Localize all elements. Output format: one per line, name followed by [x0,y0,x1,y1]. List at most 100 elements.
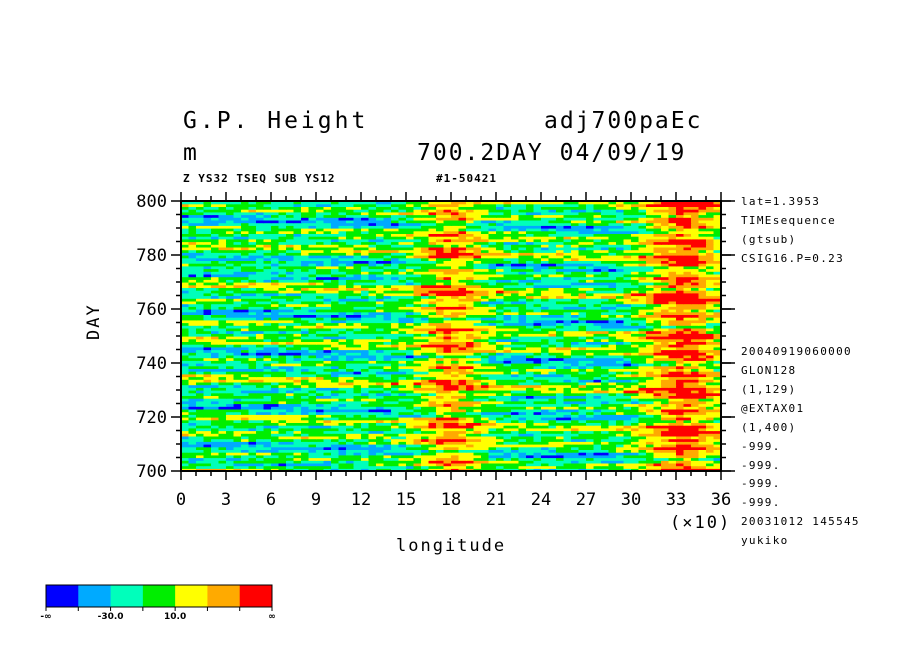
heatmap-cell [631,449,640,453]
heatmap-cell [361,414,370,418]
heatmap-cell [226,298,235,302]
heatmap-cell [691,354,700,359]
heatmap-cell [706,438,715,442]
heatmap-cell [496,427,505,432]
heatmap-cell [338,376,347,380]
heatmap-cell [278,430,287,434]
heatmap-cell [181,446,190,450]
heatmap-cell [541,365,550,369]
heatmap-cell [428,327,437,332]
heatmap-cell [683,371,692,375]
heatmap-cell [203,403,212,407]
heatmap-cell [421,390,430,394]
heatmap-cell [301,317,310,321]
heatmap-cell [683,417,692,421]
heatmap-cell [226,452,235,456]
heatmap-cell [593,430,602,434]
heatmap-cell [668,411,677,415]
heatmap-cell [428,419,437,423]
heatmap-cell [413,406,422,410]
heatmap-cell [181,427,190,432]
heatmap-cell [556,441,565,445]
heatmap-cell [308,317,317,321]
heatmap-cell [376,373,385,378]
heatmap-cell [286,395,295,399]
heatmap-cell [526,465,535,469]
heatmap-cell [661,395,670,399]
heatmap-cell [436,306,445,310]
heatmap-cell [578,309,587,313]
heatmap-cell [526,417,535,421]
heatmap-cell [548,430,557,434]
heatmap-cell [623,414,632,418]
heatmap-cell [188,379,197,383]
heatmap-cell [323,387,332,391]
heatmap-cell [368,387,377,391]
heatmap-cell [676,457,685,461]
heatmap-cell [181,395,190,399]
heatmap-cell [616,319,625,324]
heatmap-cell [458,457,467,461]
heatmap-cell [541,444,550,448]
heatmap-cell [631,454,640,459]
heatmap-cell [473,454,482,459]
heatmap-cell [563,317,572,321]
heatmap-cell [211,298,220,302]
heatmap-cell [608,446,617,450]
heatmap-cell [188,349,197,353]
heatmap-cell [488,346,497,351]
heatmap-cell [533,422,542,426]
heatmap-cell [668,444,677,448]
heatmap-cell [413,290,422,294]
heatmap-cell [256,462,265,467]
heatmap-cell [518,360,527,364]
heatmap-cell [616,438,625,442]
heatmap-cell [593,371,602,375]
heatmap-cell [533,292,542,297]
heatmap-cell [676,322,685,326]
heatmap-cell [331,333,340,337]
heatmap-cell [586,373,595,378]
heatmap-cell [541,419,550,423]
heatmap-cell [593,446,602,450]
heatmap-cell [601,414,610,418]
heatmap-cell [503,311,512,315]
heatmap-cell [563,441,572,445]
heatmap-cell [653,349,662,353]
heatmap-cell [578,468,587,472]
heatmap-cell [578,319,587,324]
heatmap-cell [346,449,355,453]
heatmap-cell [376,325,385,329]
heatmap-cell [713,387,722,391]
heatmap-cell [481,287,490,291]
heatmap-cell [496,292,505,297]
heatmap-cell [248,444,257,448]
heatmap-cell [421,457,430,461]
heatmap-cell [316,419,325,423]
heatmap-cell [638,398,647,402]
heatmap-cell [383,290,392,294]
heatmap-cell [571,344,580,348]
heatmap-cell [683,419,692,423]
heatmap-cell [421,303,430,307]
heatmap-cell [593,338,602,342]
heatmap-cell [218,363,227,367]
heatmap-cell [623,390,632,394]
heatmap-cell [571,336,580,340]
heatmap-cell [578,400,587,405]
heatmap-cell [481,292,490,297]
heatmap-cell [376,360,385,364]
heatmap-cell [203,333,212,337]
heatmap-cell [368,314,377,318]
heatmap-cell [683,319,692,324]
heatmap-cell [593,417,602,421]
heatmap-cell [368,398,377,402]
heatmap-cell [706,419,715,423]
heatmap-cell [346,465,355,469]
heatmap-cell [398,365,407,369]
heatmap-cell [473,284,482,288]
heatmap-cell [428,403,437,407]
heatmap-cell [301,387,310,391]
heatmap-cell [691,363,700,367]
heatmap-cell [323,427,332,432]
